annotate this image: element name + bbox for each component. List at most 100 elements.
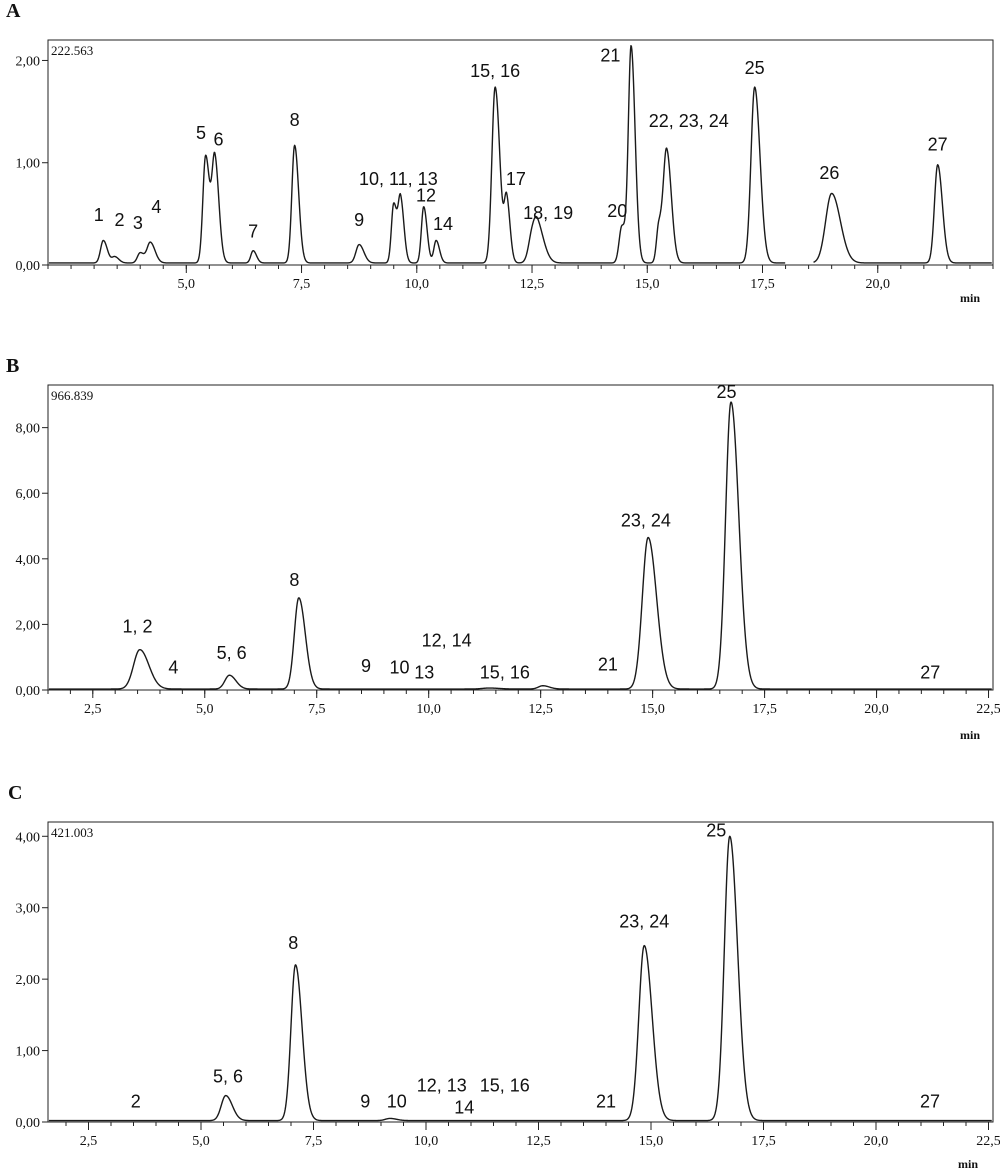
plot-frame <box>47 384 994 691</box>
scale-label: 421.003 <box>51 825 93 840</box>
y-tick-label: 8,00 <box>16 422 41 437</box>
peak-label: 8 <box>288 933 298 953</box>
ticks: 2,5 5,0 7,5 10,0 12,5 15,0 17,5 20,0 22,5 0,00 2,0… <box>16 422 1000 717</box>
x-unit-label: min <box>960 728 980 742</box>
x-tick-label: 20,0 <box>864 1134 889 1149</box>
traces <box>48 835 993 1122</box>
peak-label: 5, 6 <box>217 643 247 663</box>
x-tick-label: 12,5 <box>528 702 553 717</box>
x-tick-label: 7,5 <box>305 1134 323 1149</box>
x-tick-label: 2,5 <box>84 702 102 717</box>
plot-frame <box>47 39 994 266</box>
peak-label: 14 <box>454 1097 474 1117</box>
peak-label: 15, 16 <box>480 663 530 683</box>
peak-label: 17 <box>506 169 526 189</box>
labels: 1, 2 4 5, 6 8 9 10 13 12, 14 15, 16 21 23, 24 25 27 <box>123 382 941 682</box>
peak-label: 22, 23, 24 <box>649 111 729 131</box>
chromatogram-trace <box>813 164 993 264</box>
chromatogram-panel-a: A 5,0 7,5 10,0 12,5 15,0 17,5 20,0 0,00 1,00 2,00… <box>0 0 1000 310</box>
x-tick-label: 10,0 <box>416 702 441 717</box>
peak-label: 10 <box>390 658 410 678</box>
chromatogram-c: 2,5 5,0 7,5 10,0 12,5 15,0 17,5 20,0 22,5 0,00 1,0… <box>16 820 1000 1171</box>
y-tick-label: 1,00 <box>16 1045 41 1060</box>
chromatogram-trace <box>48 835 993 1122</box>
x-tick-label: 5,0 <box>178 277 196 292</box>
x-tick-label: 17,5 <box>752 702 777 717</box>
x-tick-label: 10,0 <box>405 277 430 292</box>
chromatogram-trace <box>48 45 786 264</box>
x-tick-label: 12,5 <box>526 1134 551 1149</box>
y-tick-label: 3,00 <box>16 902 41 917</box>
x-tick-label: 7,5 <box>293 277 311 292</box>
scale-label: 966.839 <box>51 388 93 403</box>
peak-label: 3 <box>133 213 143 233</box>
peak-label: 25 <box>706 820 726 840</box>
panel-label: A <box>6 0 21 22</box>
peak-label: 9 <box>354 210 364 230</box>
panel-label: B <box>6 355 20 377</box>
peak-label: 1 <box>94 205 104 225</box>
peak-label: 5, 6 <box>213 1067 243 1087</box>
chromatogram-a: 5,0 7,5 10,0 12,5 15,0 17,5 20,0 0,00 1,00 2,00 1… <box>16 39 994 305</box>
x-tick-label: 2,5 <box>80 1134 98 1149</box>
chromatogram-panel-b: B 2,5 5,0 7,5 10,0 12,5 15,0 17,5 20,0 22,5 0,00 2… <box>0 355 1000 750</box>
scale-label: 222.563 <box>51 43 93 58</box>
peak-label: 23, 24 <box>621 511 671 531</box>
y-tick-label: 4,00 <box>16 553 41 568</box>
panel-label: C <box>8 782 23 804</box>
ticks: 5,0 7,5 10,0 12,5 15,0 17,5 20,0 0,00 1,00 2,00 <box>16 54 994 292</box>
peak-label: 18, 19 <box>523 203 573 223</box>
peak-label: 4 <box>151 197 161 217</box>
plot-frame <box>47 821 994 1123</box>
peak-label: 21 <box>596 1092 616 1112</box>
peak-label: 12 <box>416 186 436 206</box>
peak-label: 2 <box>131 1092 141 1112</box>
peak-label: 2 <box>114 210 124 230</box>
peak-label: 8 <box>290 110 300 130</box>
peak-label: 25 <box>745 58 765 78</box>
peak-label: 9 <box>361 656 371 676</box>
peak-label: 10 <box>387 1092 407 1112</box>
y-tick-label: 2,00 <box>16 618 41 633</box>
peak-label: 5 <box>196 123 206 143</box>
peak-label: 25 <box>717 382 737 402</box>
traces <box>48 45 993 264</box>
peak-label: 6 <box>214 129 224 149</box>
peak-label: 27 <box>920 663 940 683</box>
y-tick-label: 0,00 <box>16 1116 41 1131</box>
peak-label: 8 <box>289 570 299 590</box>
peak-label: 7 <box>248 221 258 241</box>
x-tick-label: 22,5 <box>976 702 1000 717</box>
chromatogram-panel-c: C 2,5 5,0 7,5 10,0 12,5 15,0 17,5 20,0 22,5 0,00 1… <box>0 782 1000 1171</box>
x-tick-label: 5,0 <box>196 702 214 717</box>
x-tick-label: 20,0 <box>864 702 889 717</box>
peak-label: 4 <box>168 658 178 678</box>
x-tick-label: 15,0 <box>640 702 665 717</box>
x-tick-label: 22,5 <box>976 1134 1000 1149</box>
ticks: 2,5 5,0 7,5 10,0 12,5 15,0 17,5 20,0 22,5 0,00 1,0… <box>16 830 1000 1149</box>
x-tick-label: 10,0 <box>414 1134 439 1149</box>
peak-label: 15, 16 <box>470 61 520 81</box>
peak-label: 27 <box>920 1092 940 1112</box>
peak-label: 13 <box>414 663 434 683</box>
x-tick-label: 17,5 <box>751 1134 776 1149</box>
traces <box>48 401 993 690</box>
y-tick-label: 1,00 <box>16 157 41 172</box>
x-unit-label: min <box>960 291 980 305</box>
peak-label: 14 <box>433 214 453 234</box>
peak-label: 1, 2 <box>123 617 153 637</box>
peak-label: 20 <box>607 201 627 221</box>
x-tick-label: 15,0 <box>639 1134 664 1149</box>
x-tick-label: 15,0 <box>635 277 660 292</box>
x-tick-label: 7,5 <box>308 702 326 717</box>
y-tick-label: 4,00 <box>16 830 41 845</box>
x-tick-label: 5,0 <box>192 1134 210 1149</box>
peak-label: 10, 11, 13 <box>359 169 438 189</box>
peak-label: 26 <box>819 163 839 183</box>
x-tick-label: 12,5 <box>520 277 545 292</box>
y-tick-label: 2,00 <box>16 54 41 69</box>
peak-label: 21 <box>600 45 620 65</box>
x-tick-label: 20,0 <box>866 277 891 292</box>
peak-label: 21 <box>598 654 618 674</box>
y-tick-label: 0,00 <box>16 684 41 699</box>
